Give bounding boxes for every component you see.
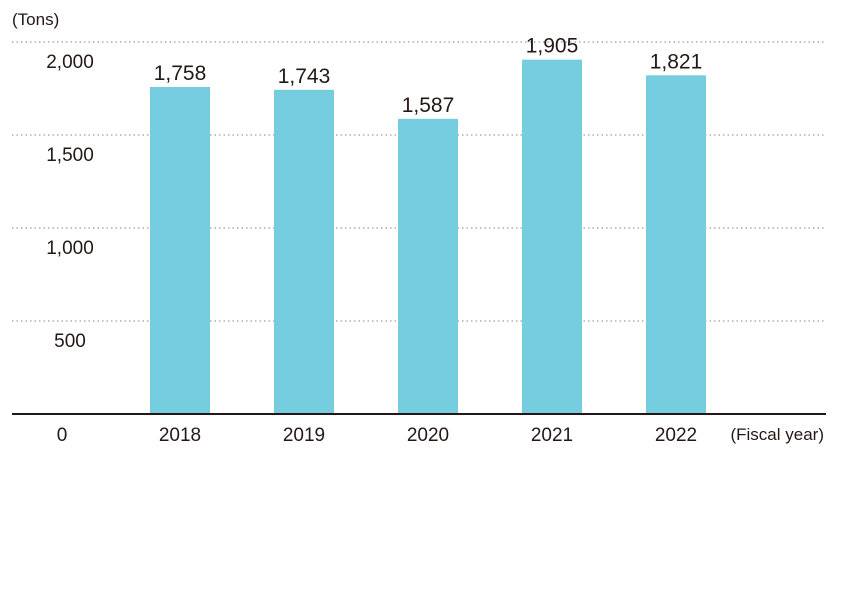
y-tick-label: 500 [54, 331, 86, 352]
x-tick-label-2020: 2020 [407, 425, 449, 446]
y-tick-label: 2,000 [46, 52, 94, 73]
x-axis-unit-label: (Fiscal year) [730, 425, 824, 444]
x-tick-label-2022: 2022 [655, 425, 697, 446]
data-label-2021: 1,905 [526, 35, 579, 58]
bars [150, 59, 706, 415]
y-tick-labels: 0 500 1,000 1,500 2,000 [46, 52, 94, 446]
x-tick-label-2018: 2018 [159, 425, 201, 446]
y-tick-label: 0 [57, 425, 68, 446]
data-labels: 1,758 1,743 1,587 1,905 1,821 [154, 35, 703, 117]
x-tick-labels: 2018 2019 2020 2021 2022 [159, 425, 697, 446]
bar-2022 [646, 75, 706, 414]
y-tick-label: 1,500 [46, 145, 94, 166]
bar-2021 [522, 59, 582, 415]
gridlines [12, 41, 826, 322]
bar-2018 [150, 87, 210, 415]
data-label-2018: 1,758 [154, 62, 207, 85]
y-tick-label: 1,000 [46, 238, 94, 259]
data-label-2020: 1,587 [402, 94, 455, 117]
x-tick-label-2019: 2019 [283, 425, 325, 446]
data-label-2022: 1,821 [650, 50, 703, 73]
bar-2019 [274, 89, 334, 414]
x-tick-label-2021: 2021 [531, 425, 573, 446]
data-label-2019: 1,743 [278, 65, 331, 88]
y-axis-unit-label: (Tons) [12, 10, 59, 29]
bar-2020 [398, 118, 458, 415]
